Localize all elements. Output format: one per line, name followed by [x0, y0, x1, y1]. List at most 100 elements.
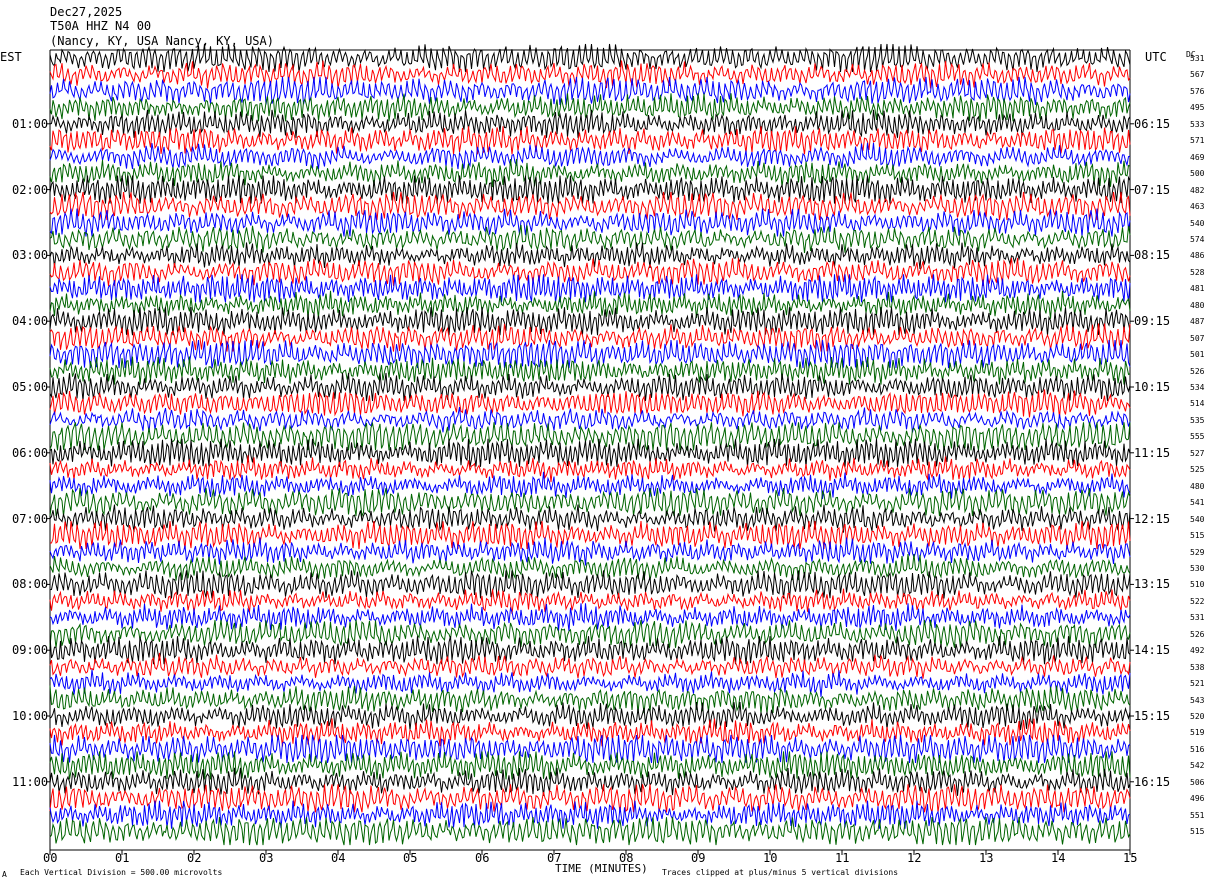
- dc-value: 533: [1190, 119, 1205, 129]
- seismic-trace: [49, 257, 1131, 286]
- x-tick-label: 11: [835, 851, 850, 865]
- dc-value: 482: [1190, 185, 1205, 195]
- seismic-trace: [49, 784, 1131, 813]
- x-tick-label: 03: [259, 851, 274, 865]
- x-tick-label: 02: [187, 851, 202, 865]
- seismic-trace: [49, 553, 1131, 581]
- right-timezone-label: UTC: [1145, 50, 1167, 64]
- dc-value: 480: [1190, 300, 1205, 310]
- dc-value: 534: [1190, 383, 1205, 392]
- dc-value: 507: [1190, 333, 1205, 343]
- dc-value: 551: [1190, 810, 1205, 820]
- right-hour-label: 07:15: [1134, 182, 1171, 197]
- x-axis-title: TIME (MINUTES): [555, 862, 648, 875]
- dc-value: 480: [1190, 481, 1205, 491]
- dc-value: 567: [1190, 70, 1205, 80]
- right-hour-label: 09:15: [1134, 314, 1171, 329]
- right-hour-label: 16:15: [1134, 774, 1171, 789]
- seismic-trace: [49, 191, 1131, 221]
- seismic-trace: [49, 142, 1131, 170]
- seismic-trace: [49, 109, 1131, 138]
- seismic-trace: [49, 652, 1131, 679]
- x-tick-label: 07: [547, 851, 562, 865]
- left-hour-label: 10:00: [12, 709, 49, 723]
- x-tick-label: 04: [331, 851, 346, 865]
- seismic-trace: [49, 242, 1131, 270]
- x-tick-label: 12: [907, 851, 922, 865]
- dc-value: 506: [1190, 777, 1205, 787]
- dc-value: 541: [1190, 498, 1205, 508]
- station-location: (Nancy, KY, USA Nancy, KY, USA): [50, 34, 274, 48]
- right-hour-label: 06:15: [1134, 116, 1171, 131]
- seismic-trace: [49, 126, 1131, 155]
- seismic-trace: [49, 487, 1131, 518]
- seismic-trace: [49, 224, 1131, 253]
- corner-mark: A: [2, 870, 7, 879]
- dc-value: 519: [1190, 728, 1205, 738]
- x-tick-label: 09: [691, 851, 706, 865]
- dc-value: 515: [1190, 531, 1205, 541]
- dc-value: 530: [1190, 563, 1205, 573]
- seismic-trace: [49, 421, 1131, 452]
- right-hour-label: 11:15: [1134, 445, 1171, 460]
- seismic-trace: [49, 537, 1131, 566]
- left-hour-label: 01:00: [12, 116, 49, 131]
- dc-value: 522: [1190, 596, 1205, 606]
- seismic-trace: [49, 274, 1131, 303]
- station-code: T50A HHZ N4 00: [50, 19, 152, 33]
- dc-value: 538: [1190, 662, 1205, 672]
- dc-value: 515: [1190, 827, 1205, 837]
- dc-value: 535: [1190, 415, 1205, 425]
- dc-value: 510: [1190, 580, 1205, 590]
- seismic-trace: [49, 751, 1131, 780]
- right-hour-label: 10:15: [1134, 380, 1171, 394]
- dc-value: 495: [1190, 103, 1205, 113]
- dc-value: 526: [1190, 366, 1205, 376]
- left-hour-label: 08:00: [12, 577, 49, 592]
- seismic-trace: [49, 389, 1131, 418]
- seismic-trace: [49, 455, 1131, 483]
- dc-value: 531: [1190, 613, 1205, 623]
- right-hour-label: 12:15: [1134, 511, 1171, 526]
- dc-value: 486: [1190, 251, 1205, 261]
- x-tick-label: 01: [115, 851, 130, 865]
- dc-value: 496: [1190, 794, 1205, 804]
- dc-value: 576: [1190, 86, 1205, 96]
- dc-value: 516: [1190, 744, 1205, 754]
- dc-value: 469: [1190, 152, 1205, 162]
- dc-value: 555: [1190, 432, 1205, 442]
- seismic-trace: [49, 767, 1131, 796]
- dc-value: 571: [1190, 136, 1205, 146]
- x-tick-label: 08: [619, 851, 634, 865]
- dc-value: 543: [1190, 695, 1205, 705]
- seismic-trace: [49, 570, 1131, 599]
- x-tick-label: 14: [1051, 851, 1066, 865]
- seismic-trace: [49, 159, 1131, 188]
- dc-value: 521: [1190, 679, 1205, 689]
- dc-value: 529: [1190, 547, 1205, 557]
- left-hour-label: 07:00: [12, 511, 49, 526]
- dc-value: 540: [1190, 218, 1205, 228]
- right-hour-label: 13:15: [1134, 577, 1171, 592]
- seismic-trace: [49, 339, 1131, 369]
- left-hour-label: 02:00: [12, 182, 49, 197]
- dc-value: 526: [1190, 629, 1205, 639]
- dc-value: 481: [1190, 284, 1205, 294]
- dc-value: 527: [1190, 448, 1205, 458]
- dc-value: 542: [1190, 761, 1205, 771]
- seismic-trace: [49, 800, 1131, 829]
- seismic-trace: [49, 438, 1131, 467]
- seismic-trace: [49, 307, 1131, 336]
- seismic-trace: [49, 471, 1131, 499]
- seismic-trace: [49, 718, 1131, 747]
- left-hour-label: 06:00: [12, 445, 49, 460]
- dc-value: 514: [1190, 399, 1205, 409]
- dc-value: 540: [1190, 514, 1205, 524]
- x-tick-label: 10: [763, 851, 778, 865]
- dc-value: 525: [1190, 465, 1205, 475]
- dc-header: DC: [1186, 50, 1196, 59]
- seismic-trace: [49, 588, 1131, 614]
- seismic-trace: [49, 520, 1131, 550]
- right-hour-label: 08:15: [1134, 248, 1171, 263]
